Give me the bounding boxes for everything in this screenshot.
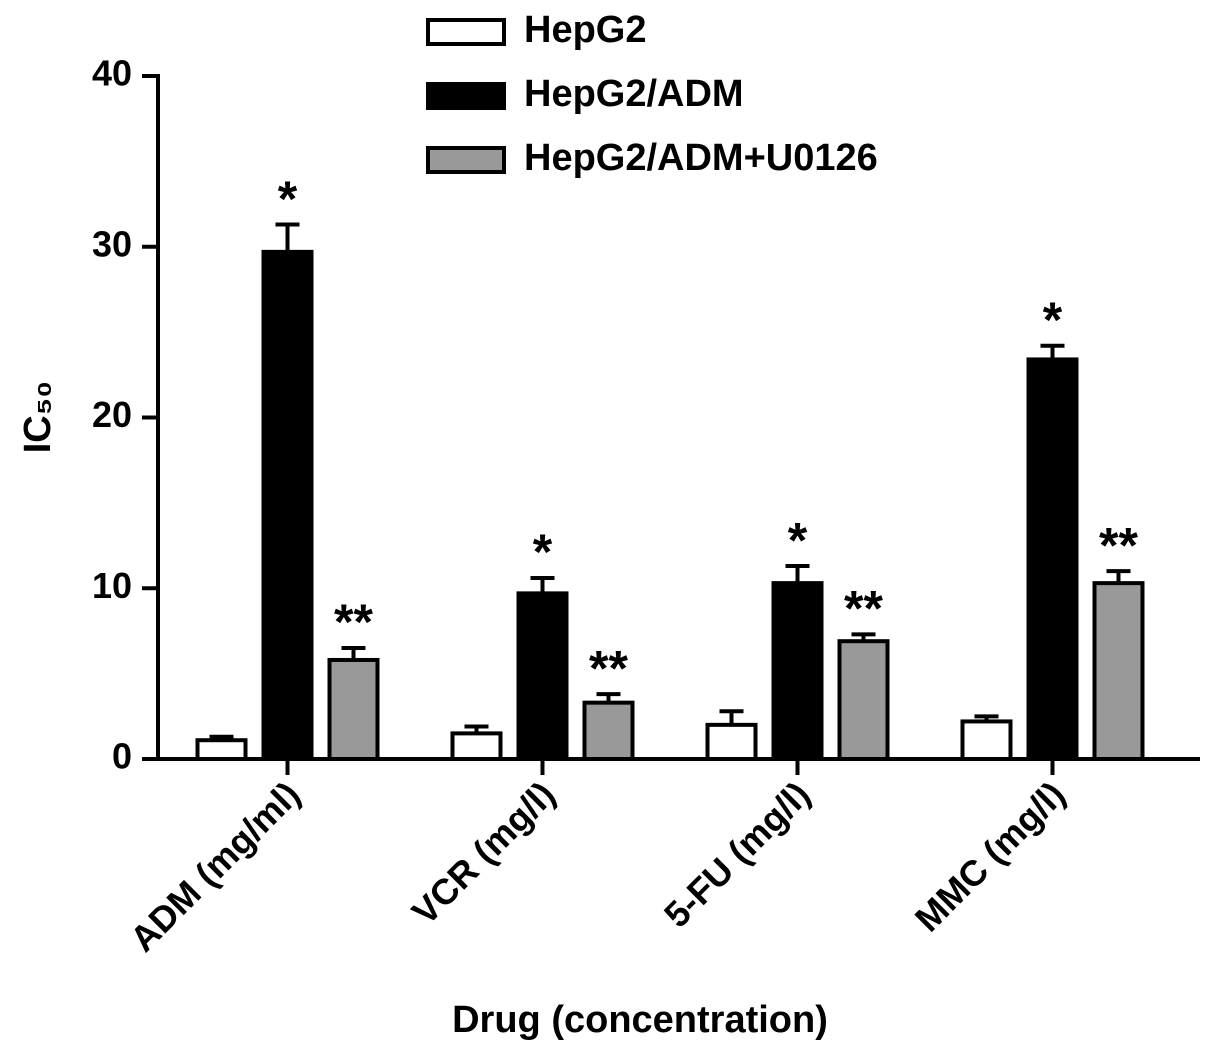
significance-label: * [533, 524, 553, 580]
significance-label: * [788, 512, 808, 568]
y-tick-label: 20 [92, 394, 132, 435]
x-tick-label: MMC (mg/l) [907, 773, 1073, 939]
x-tick-label: VCR (mg/l) [404, 773, 563, 932]
significance-label: ** [589, 640, 628, 696]
bar [837, 639, 890, 761]
y-tick-label: 10 [92, 565, 132, 606]
y-tick-label: 30 [92, 223, 132, 264]
significance-label: * [1043, 292, 1063, 348]
significance-label: ** [1099, 517, 1138, 573]
bar [261, 249, 314, 761]
x-tick-label: ADM (mg/ml) [122, 773, 308, 959]
significance-label: ** [334, 594, 373, 650]
bar [450, 731, 503, 762]
x-axis-title: Drug (concentration) [452, 999, 828, 1041]
legend-label: HepG2/ADM [524, 73, 744, 115]
legend-swatch [426, 18, 506, 46]
bar [960, 719, 1013, 761]
bar [705, 722, 758, 761]
significance-label: * [278, 171, 298, 227]
legend-swatch [426, 82, 506, 110]
bar [195, 738, 248, 762]
y-tick-label: 0 [112, 736, 132, 777]
bar [582, 700, 635, 762]
bar [516, 591, 569, 761]
legend-swatch [426, 146, 506, 174]
y-axis-title: IC₅₀ [17, 381, 59, 454]
bar [327, 657, 380, 762]
legend-label: HepG2/ADM+U0126 [524, 137, 878, 179]
bar [1092, 581, 1145, 761]
legend-label: HepG2 [524, 9, 646, 51]
bar [1026, 357, 1079, 761]
x-tick-label: 5-FU (mg/l) [656, 773, 818, 935]
bar [771, 581, 824, 761]
significance-label: ** [844, 581, 883, 637]
y-tick-label: 40 [92, 53, 132, 94]
